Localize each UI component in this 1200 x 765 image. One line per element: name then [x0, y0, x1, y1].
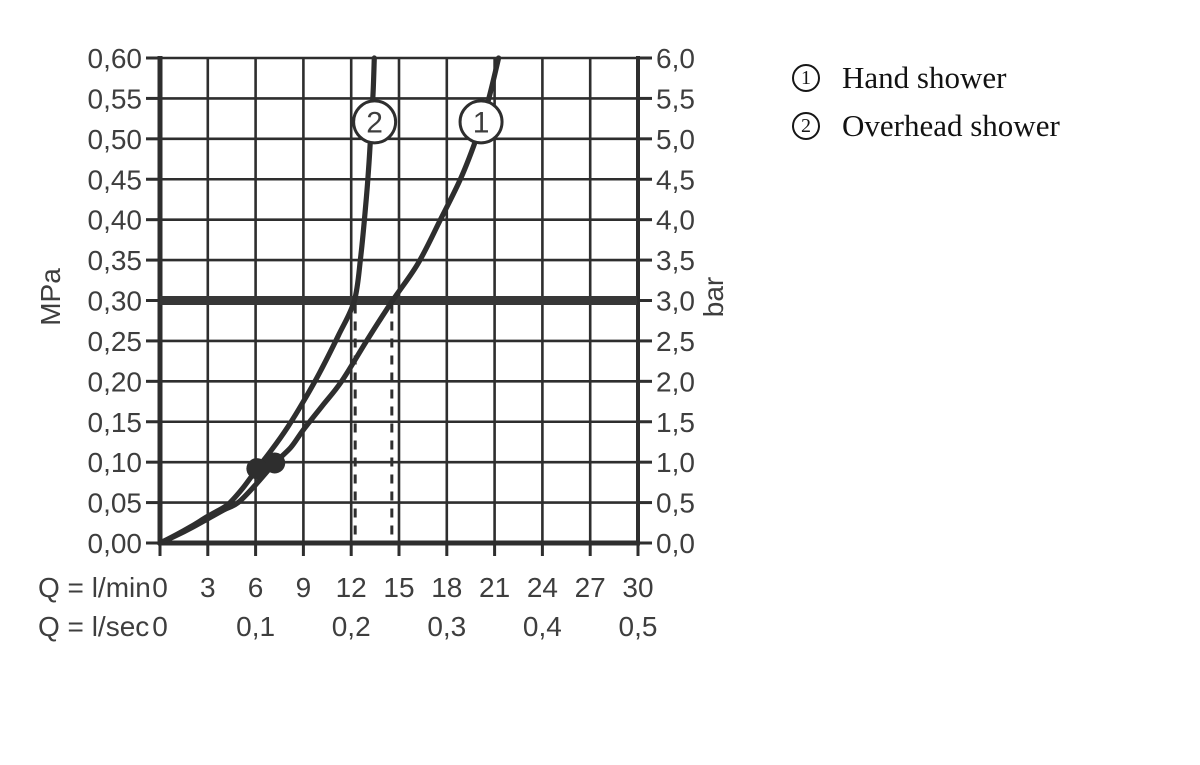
svg-text:0,25: 0,25	[88, 326, 143, 357]
svg-text:1,0: 1,0	[656, 447, 695, 478]
series-number-labels: 12	[352, 99, 504, 145]
svg-text:24: 24	[527, 572, 558, 603]
svg-text:1,5: 1,5	[656, 407, 695, 438]
axis-ticks	[146, 56, 652, 556]
svg-text:3,5: 3,5	[656, 245, 695, 276]
svg-text:6,0: 6,0	[656, 43, 695, 74]
svg-text:0,1: 0,1	[236, 611, 275, 642]
svg-text:21: 21	[479, 572, 510, 603]
svg-text:4,0: 4,0	[656, 205, 695, 236]
svg-text:2,0: 2,0	[656, 366, 695, 397]
curve-label-circle-1	[458, 99, 504, 145]
svg-text:0,10: 0,10	[88, 447, 143, 478]
x-tick-labels-row-1: 0 3 6 9 12 15 18 21 24 27 30 Q = l/min	[38, 572, 654, 603]
svg-text:6: 6	[248, 572, 264, 603]
marker-series-2	[246, 458, 268, 480]
curve-label-number-2: 2	[366, 106, 383, 139]
svg-text:5,5: 5,5	[656, 83, 695, 114]
curve-label-circle-2	[352, 99, 398, 145]
svg-text:0,05: 0,05	[88, 488, 143, 519]
svg-text:0,0: 0,0	[656, 528, 695, 559]
operating-point-markers	[246, 452, 286, 480]
legend-item-hand-shower: 1 Hand shower	[792, 60, 1060, 96]
x-axis-unit-label-1: Q = l/min	[38, 572, 151, 603]
svg-text:0,55: 0,55	[88, 83, 143, 114]
legend-label-overhead-shower: Overhead shower	[842, 108, 1060, 143]
svg-text:0: 0	[152, 611, 168, 642]
svg-text:0,40: 0,40	[88, 205, 143, 236]
y-right-unit-label: bar	[698, 277, 729, 317]
svg-text:3: 3	[200, 572, 216, 603]
svg-text:0,15: 0,15	[88, 407, 143, 438]
y-left-unit-label: MPa	[35, 268, 66, 326]
svg-text:18: 18	[431, 572, 462, 603]
svg-text:9: 9	[296, 572, 312, 603]
svg-text:0,30: 0,30	[88, 286, 143, 317]
svg-text:27: 27	[575, 572, 606, 603]
legend: 1 Hand shower 2 Overhead shower	[792, 60, 1060, 156]
svg-text:0,35: 0,35	[88, 245, 143, 276]
svg-text:0,45: 0,45	[88, 164, 143, 195]
svg-text:3,0: 3,0	[656, 286, 695, 317]
svg-text:0: 0	[152, 572, 168, 603]
svg-text:0,50: 0,50	[88, 124, 143, 155]
svg-text:0,5: 0,5	[619, 611, 658, 642]
svg-text:0,00: 0,00	[88, 528, 143, 559]
y-axis-unit-labels: MPa bar	[35, 268, 729, 326]
svg-text:15: 15	[383, 572, 414, 603]
x-axis-unit-label-2: Q = l/sec	[38, 611, 149, 642]
svg-text:0,60: 0,60	[88, 43, 143, 74]
curve-label-number-1: 1	[473, 106, 490, 139]
y-right-tick-labels: 6,0 5,5 5,0 4,5 4,0 3,5 3,0 2,5 2,0 1,5 1,0 0,5 0,0	[656, 43, 695, 559]
curve-series-2	[157, 55, 377, 546]
dashed-flow-lines	[353, 304, 394, 542]
legend-label-hand-shower: Hand shower	[842, 60, 1007, 95]
series-curves	[157, 55, 502, 546]
svg-text:2,5: 2,5	[656, 326, 695, 357]
svg-text:0,2: 0,2	[332, 611, 371, 642]
svg-text:0,5: 0,5	[656, 488, 695, 519]
x-tick-labels-row-2: 0 0,1 0,2 0,3 0,4 0,5 Q = l/sec	[38, 611, 657, 642]
svg-text:5,0: 5,0	[656, 124, 695, 155]
svg-text:0,20: 0,20	[88, 366, 143, 397]
svg-text:12: 12	[336, 572, 367, 603]
svg-text:0,3: 0,3	[427, 611, 466, 642]
svg-text:30: 30	[622, 572, 653, 603]
svg-text:4,5: 4,5	[656, 164, 695, 195]
legend-item-overhead-shower: 2 Overhead shower	[792, 108, 1060, 144]
y-left-tick-labels: 0,60 0,55 0,50 0,45 0,40 0,35 0,30 0,25 0,20 0,15…	[88, 43, 143, 559]
svg-text:0,4: 0,4	[523, 611, 562, 642]
marker-series-1	[264, 452, 286, 474]
series-2-circled-number-icon: 2	[792, 112, 820, 140]
series-1-circled-number-icon: 1	[792, 64, 820, 92]
